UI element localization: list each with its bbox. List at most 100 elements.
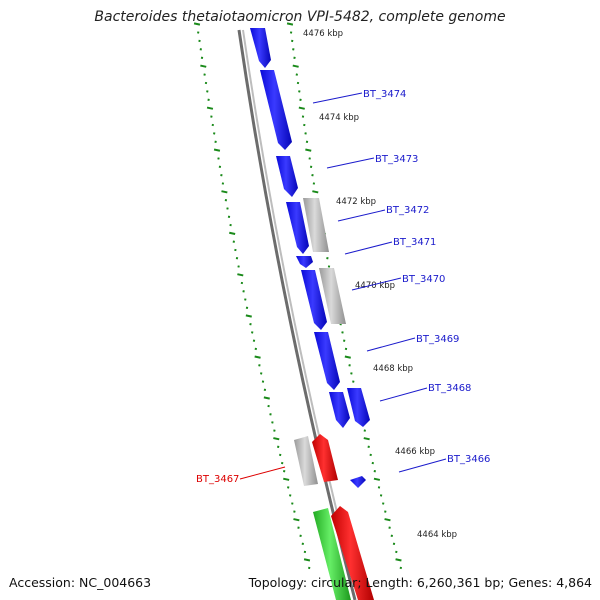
gene-label-bt3468[interactable]: BT_3468	[428, 383, 471, 394]
minor-tick	[206, 90, 209, 93]
gene-label-bt3466[interactable]: BT_3466	[447, 454, 490, 465]
minor-tick	[293, 510, 296, 513]
leader-line	[239, 466, 286, 480]
minor-tick	[240, 281, 244, 285]
minor-tick	[299, 98, 302, 101]
minor-tick	[384, 510, 387, 513]
gene-label-bt3469[interactable]: BT_3469	[416, 334, 459, 345]
minor-tick	[298, 90, 301, 93]
pseudogene-bt3472[interactable]	[303, 198, 329, 252]
gene-arrow-bt3473[interactable]	[276, 156, 298, 197]
major-tick	[293, 518, 300, 522]
gene-arrow-bt3474[interactable]	[260, 70, 292, 150]
minor-tick	[217, 157, 220, 160]
minor-tick	[305, 140, 309, 143]
minor-tick	[296, 81, 300, 85]
tick-label: 4476 kbp	[303, 29, 343, 39]
major-tick	[283, 477, 290, 481]
major-tick	[286, 22, 294, 26]
major-tick	[292, 64, 299, 68]
gene-labels: BT_3474 BT_3473 BT_3472 BT_3471 BT_3470 …	[196, 89, 490, 485]
minor-tick	[227, 215, 231, 218]
tick-label: 4472 kbp	[336, 197, 376, 207]
minor-tick	[289, 494, 292, 497]
minor-tick	[224, 199, 228, 202]
major-tick	[395, 558, 402, 562]
minor-tick	[308, 566, 311, 570]
gene-arrow-bt3466[interactable]	[350, 476, 366, 488]
gene-red-bottom[interactable]	[331, 506, 374, 600]
minor-tick	[309, 165, 313, 168]
minor-tick	[269, 413, 272, 416]
minor-tick	[251, 331, 254, 334]
minor-tick	[348, 364, 351, 367]
gene-arrow-bt3472[interactable]	[286, 202, 309, 254]
major-tick	[273, 437, 280, 441]
major-tick	[213, 148, 221, 152]
gene-arrow-bt3475[interactable]	[250, 28, 271, 68]
gene-arrow-bt3469[interactable]	[314, 332, 340, 390]
minor-tick	[249, 323, 252, 326]
minor-tick	[369, 453, 372, 457]
minor-tick	[267, 404, 270, 408]
pseudogene-bt3467[interactable]	[294, 436, 318, 486]
minor-tick	[379, 494, 383, 497]
minor-tick	[271, 421, 274, 424]
minor-tick	[399, 566, 402, 570]
pseudogene-bt3470[interactable]	[319, 268, 346, 324]
gene-green[interactable]	[313, 508, 351, 600]
gene-arrow-bt3468a[interactable]	[329, 392, 350, 428]
major-tick	[373, 477, 381, 481]
major-tick	[237, 273, 244, 277]
minor-tick	[200, 56, 204, 59]
minor-tick	[197, 31, 200, 34]
tick-label: 4468 kbp	[373, 364, 413, 374]
major-tick	[384, 518, 391, 522]
minor-tick	[392, 542, 396, 545]
leader-line	[398, 458, 447, 473]
topology-label: Topology:	[248, 575, 308, 590]
tick-label: 4470 kbp	[355, 281, 395, 291]
gene-label-bt3474[interactable]: BT_3474	[363, 89, 406, 100]
major-tick	[312, 190, 319, 194]
minor-tick	[301, 115, 305, 118]
minor-tick	[395, 550, 398, 554]
major-tick	[229, 231, 236, 236]
major-tick	[263, 396, 270, 400]
major-tick	[221, 190, 228, 194]
minor-tick	[352, 380, 355, 383]
minor-tick	[312, 182, 316, 185]
tick-labels: 4476 kbp 4474 kbp 4472 kbp 4470 kbp 4468…	[303, 29, 457, 540]
minor-tick	[245, 306, 249, 309]
gene-arrow-bt3471[interactable]	[296, 256, 313, 268]
minor-tick	[273, 429, 276, 432]
minor-tick	[214, 140, 217, 143]
accession-value: NC_004663	[79, 575, 152, 590]
major-tick	[206, 106, 214, 110]
gene-label-bt3473[interactable]: BT_3473	[375, 154, 418, 165]
minor-tick	[258, 364, 261, 367]
minor-tick	[199, 48, 202, 51]
major-tick	[298, 106, 305, 110]
minor-tick	[220, 174, 223, 177]
gene-label-bt3472[interactable]: BT_3472	[386, 205, 429, 216]
minor-tick	[304, 132, 307, 135]
minor-tick	[203, 73, 206, 76]
leader-line	[337, 209, 386, 222]
gene-label-bt3470[interactable]: BT_3470	[402, 274, 445, 285]
gene-arrow-bt3468b[interactable]	[347, 388, 370, 427]
gene-arrow-bt3470[interactable]	[301, 270, 327, 330]
minor-tick	[291, 39, 294, 43]
gene-label-bt3467[interactable]: BT_3467	[196, 474, 239, 485]
minor-tick	[289, 31, 293, 34]
leader-line	[326, 157, 375, 169]
minor-tick	[341, 331, 344, 334]
tick-label: 4466 kbp	[395, 447, 435, 457]
gene-arrow-bt3467[interactable]	[312, 434, 338, 482]
gene-label-bt3471[interactable]: BT_3471	[393, 237, 436, 248]
minor-tick	[277, 445, 280, 448]
minor-tick	[350, 372, 353, 375]
minor-tick	[297, 526, 300, 529]
minor-tick	[367, 445, 370, 448]
genes-value: 4,864	[556, 575, 592, 590]
